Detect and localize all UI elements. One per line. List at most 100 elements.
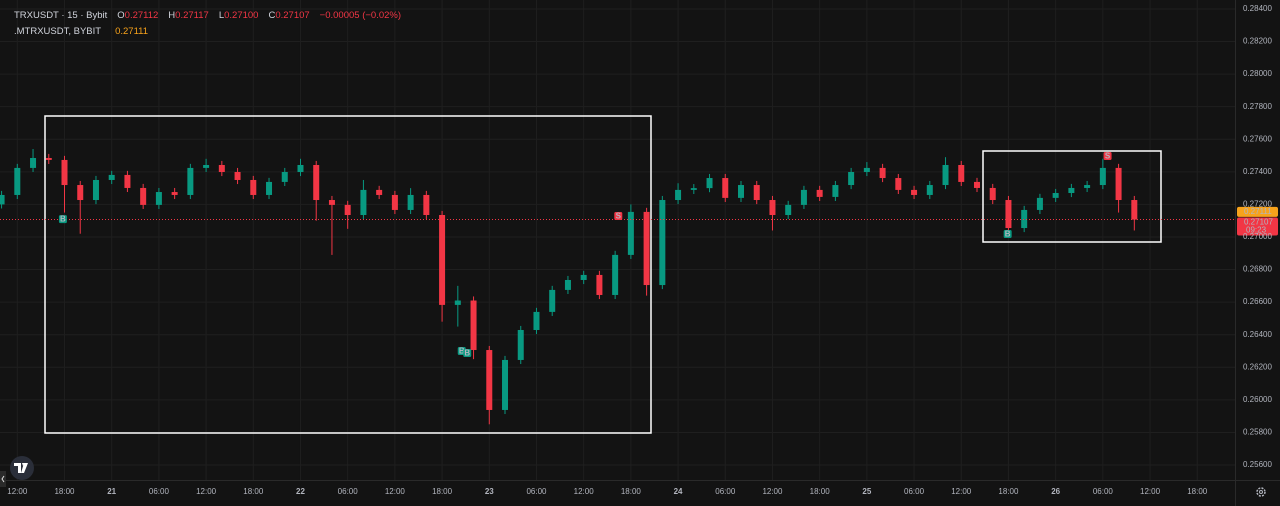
- x-tick-label: 22: [296, 487, 305, 496]
- candle-body: [328, 200, 335, 205]
- candle-body: [816, 189, 823, 197]
- y-tick-label: 0.28000: [1243, 69, 1272, 78]
- candle-body: [675, 189, 682, 201]
- candle-body: [785, 204, 792, 215]
- candle-body: [549, 289, 556, 312]
- x-tick-label: 18:00: [432, 487, 453, 496]
- candle-body: [895, 178, 902, 190]
- candle-body: [848, 171, 855, 186]
- candle-body: [486, 350, 493, 410]
- last-price-tag: [1237, 217, 1278, 236]
- candle-body: [564, 279, 571, 290]
- candle-body: [1131, 200, 1138, 220]
- index-price-tag: [1237, 206, 1278, 217]
- x-tick-label: 06:00: [149, 487, 170, 496]
- candle-body: [218, 164, 225, 172]
- candle-body: [171, 192, 178, 195]
- x-tick-label: 12:00: [196, 487, 217, 496]
- candle-body: [973, 181, 980, 188]
- legend: TRXUSDT · 15 · Bybit O 0.27112 H 0.27117 L 0.…: [14, 8, 401, 40]
- candle-body: [1036, 197, 1043, 210]
- candle-body: [1099, 167, 1106, 186]
- x-tick-label: 12:00: [1140, 487, 1161, 496]
- candle-body: [439, 214, 446, 305]
- signal-label: B: [60, 215, 66, 224]
- candle-body: [407, 194, 414, 210]
- candle-body: [108, 174, 115, 180]
- y-tick-label: 0.27600: [1243, 134, 1272, 143]
- index-price-label: 0.27111: [1244, 207, 1272, 216]
- signal-label: S: [616, 212, 622, 221]
- x-tick-label: 18:00: [810, 487, 831, 496]
- ohlc-key: L: [218, 10, 225, 21]
- candle-body: [266, 181, 273, 195]
- x-tick-label: 26: [1051, 487, 1060, 496]
- settings-gear[interactable]: [1256, 487, 1266, 497]
- candle-body: [958, 164, 965, 182]
- candle-body: [140, 187, 147, 205]
- candle-body: [14, 167, 21, 195]
- signal-label: B: [1005, 230, 1011, 239]
- signal-marker: [614, 211, 623, 220]
- candle-body: [753, 185, 760, 201]
- x-tick-label: 24: [674, 487, 683, 496]
- candle-body: [155, 192, 162, 205]
- x-tick-label: 18:00: [1187, 487, 1208, 496]
- index-symbol: .MTRXUSDT, BYBIT: [14, 26, 102, 37]
- candle-body: [30, 157, 37, 168]
- signal-marker: [1103, 152, 1112, 161]
- change: −0.00005 (−0.02%): [319, 10, 402, 21]
- candle-body: [1005, 200, 1012, 229]
- signal-marker: [1003, 230, 1012, 239]
- candle-body: [926, 185, 933, 195]
- ohlc-key: O: [117, 10, 125, 21]
- legend-row: TRXUSDT · 15 · Bybit O 0.27112 H 0.27117 L 0.…: [14, 8, 401, 24]
- y-tick-label: 0.27200: [1243, 200, 1272, 209]
- candles: [0, 149, 1138, 425]
- y-tick-label: 0.28200: [1243, 37, 1272, 46]
- candle-body: [643, 211, 650, 286]
- candle-body: [0, 194, 5, 205]
- candle-body: [690, 188, 697, 190]
- candle-body: [832, 185, 839, 197]
- signal-label: B: [459, 347, 465, 356]
- candle-body: [502, 359, 509, 410]
- candle-body: [738, 185, 744, 198]
- x-tick-label: 12:00: [762, 487, 783, 496]
- y-tick-label: 0.26400: [1243, 330, 1272, 339]
- y-tick-label: 0.27000: [1243, 232, 1272, 241]
- signal-marker: [58, 215, 67, 224]
- candle-body: [769, 200, 776, 215]
- candle-body: [706, 178, 713, 189]
- candle-body: [423, 194, 430, 215]
- x-tick-label: 25: [862, 487, 871, 496]
- x-tick-label: 12:00: [7, 487, 28, 496]
- scroll-left[interactable]: [0, 471, 6, 487]
- candle-body: [454, 300, 461, 305]
- y-tick-label: 0.27800: [1243, 102, 1272, 111]
- symbol: TRXUSDT · 15 · Bybit: [14, 10, 108, 21]
- last-price-label: 0.27107: [1244, 218, 1273, 227]
- candle-body: [580, 274, 587, 280]
- y-tick-label: 0.25800: [1243, 428, 1272, 437]
- x-tick-label: 18:00: [621, 487, 642, 496]
- x-tick-label: 18:00: [54, 487, 75, 496]
- ohlc-value: 0.27112: [124, 10, 159, 21]
- annotation-box: [44, 115, 652, 434]
- candle-body: [360, 189, 367, 215]
- candle-body: [911, 189, 918, 195]
- candle-body: [1052, 193, 1059, 198]
- x-tick-label: 18:00: [243, 487, 264, 496]
- ohlc-value: 0.27117: [175, 10, 209, 21]
- candle-body: [517, 329, 524, 360]
- candle-body: [250, 179, 257, 195]
- x-tick-label: 06:00: [904, 487, 925, 496]
- candle-body: [391, 194, 398, 210]
- tv-logo[interactable]: [10, 456, 34, 480]
- x-tick-label: 06:00: [526, 487, 547, 496]
- candle-body: [470, 300, 477, 351]
- index-value: 0.27111: [115, 26, 149, 37]
